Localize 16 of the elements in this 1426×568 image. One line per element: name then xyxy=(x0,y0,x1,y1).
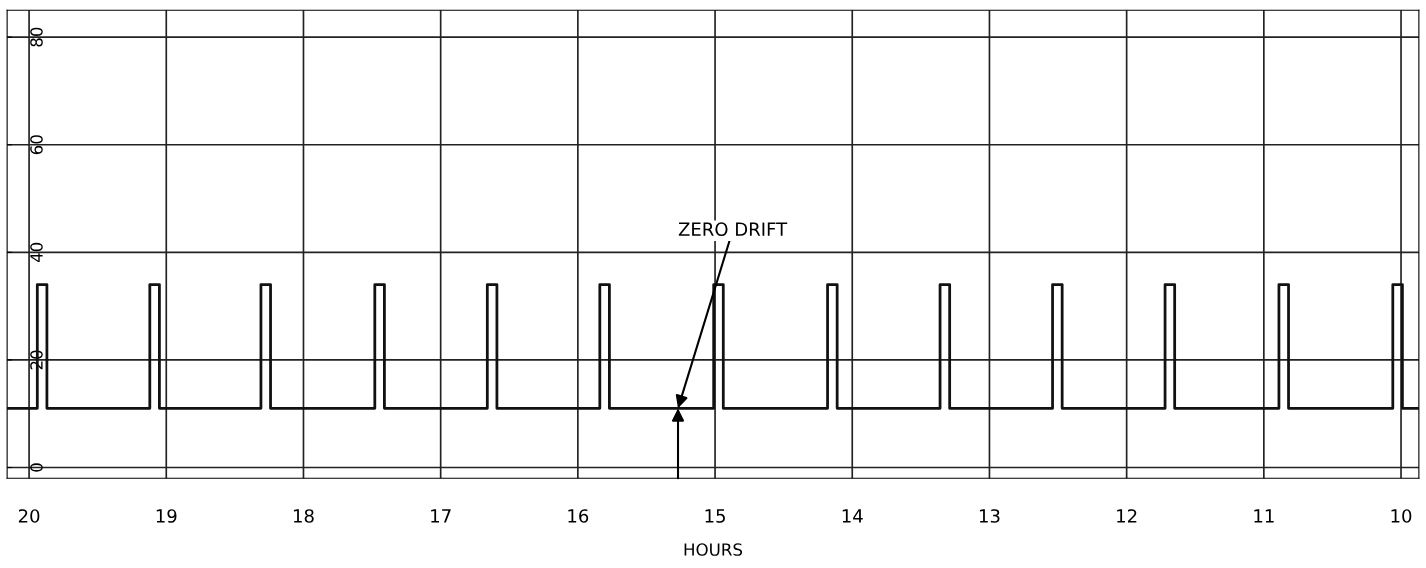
x-tick-label: 12 xyxy=(1117,509,1137,523)
x-axis-title: HOURS xyxy=(684,543,743,556)
x-tick-label: 19 xyxy=(156,509,177,523)
y-tick-label: 60 xyxy=(30,135,43,155)
x-tick-label: 16 xyxy=(568,509,589,523)
x-tick-label: 11 xyxy=(1254,509,1274,523)
y-tick-label: 40 xyxy=(30,242,43,263)
x-tick-label: 13 xyxy=(979,509,1000,523)
x-tick-label: 14 xyxy=(842,509,863,523)
y-tick-label: 80 xyxy=(30,27,43,47)
x-tick-label: 10 xyxy=(1391,509,1412,523)
y-tick-label: 0 xyxy=(30,463,43,472)
x-tick-label: 18 xyxy=(293,509,314,523)
x-tick-label: 17 xyxy=(431,509,451,523)
annotation: ZERO DRIFT xyxy=(678,222,788,237)
x-tick-label: 15 xyxy=(705,509,725,523)
